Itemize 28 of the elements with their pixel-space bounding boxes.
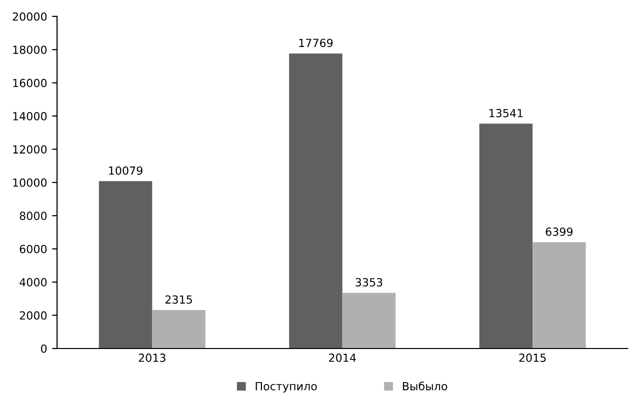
data-label: 17769	[299, 38, 333, 48]
y-tick-label: 14000	[13, 112, 47, 120]
data-label: 3353	[356, 278, 382, 287]
y-tick-label: 6000	[20, 244, 47, 254]
y-tick-label: 16000	[13, 78, 47, 88]
data-label: 10079	[109, 166, 142, 175]
y-tick-label: 18000	[13, 46, 47, 54]
data-label: 13541	[489, 108, 523, 118]
bar	[342, 292, 396, 348]
y-tick-label: 8000	[20, 212, 47, 220]
y-tick-label: 20000	[12, 12, 47, 21]
data-label: 2315	[165, 295, 192, 304]
legend-label: Поступило	[256, 382, 317, 392]
bar	[479, 124, 533, 348]
bar	[98, 181, 152, 348]
x-tick-label: 2014	[329, 354, 356, 362]
y-tick-label: 0	[41, 344, 47, 353]
legend-label: Выбыло	[402, 382, 448, 390]
bar	[289, 53, 342, 348]
x-tick-label: 2013	[138, 354, 166, 362]
y-tick-label: 12000	[13, 145, 47, 154]
bar	[152, 310, 206, 348]
y-tick-label: 10000	[13, 178, 47, 187]
x-tick-label: 2015	[519, 354, 546, 362]
y-tick-label: 4000	[20, 278, 47, 286]
bar	[532, 242, 586, 348]
data-label: 6399	[546, 228, 573, 236]
y-tick-label: 2000	[20, 311, 47, 320]
